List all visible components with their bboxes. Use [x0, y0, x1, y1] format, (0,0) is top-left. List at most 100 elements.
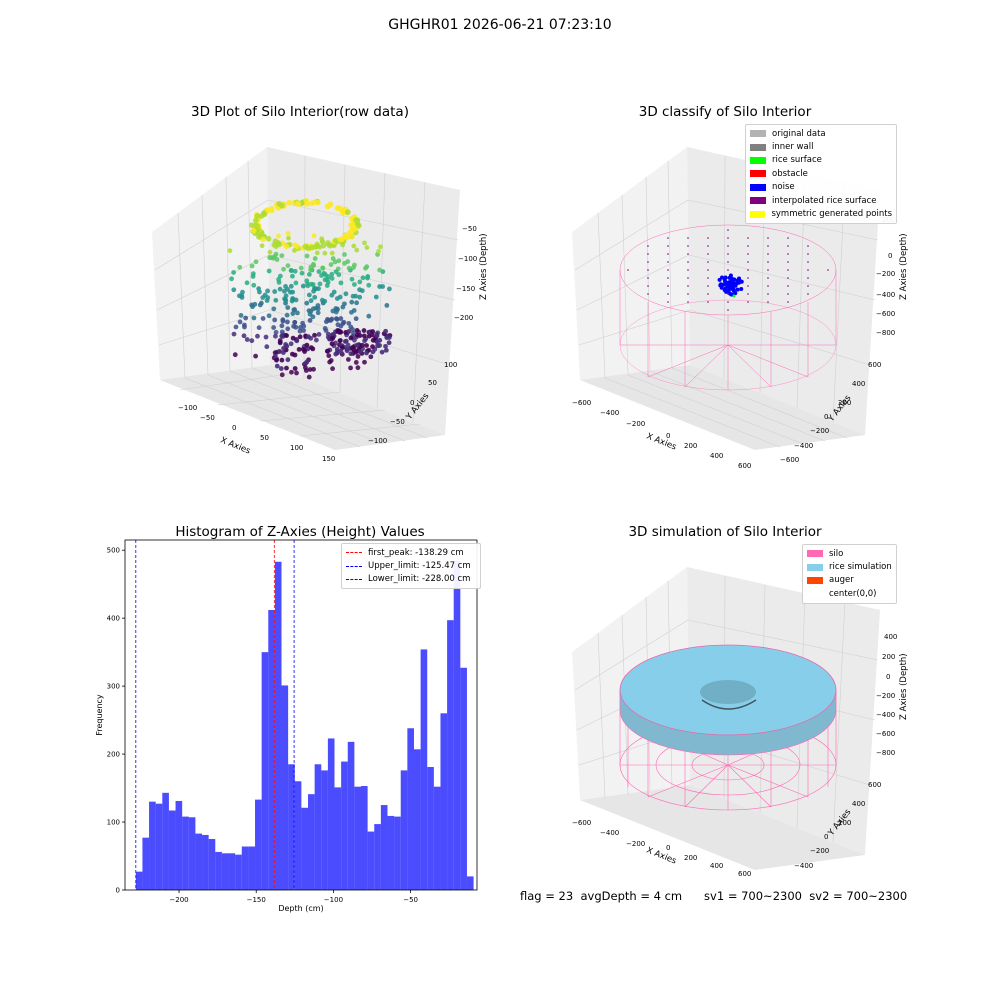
data-point	[325, 203, 331, 210]
data-point	[312, 294, 318, 300]
data-point	[348, 365, 353, 371]
legend-entry: silo	[807, 547, 892, 560]
data-point	[255, 226, 261, 233]
surface-point	[747, 261, 749, 263]
data-point	[239, 295, 245, 300]
noise-point	[728, 285, 733, 290]
data-point	[290, 273, 295, 279]
histogram-bar	[334, 787, 342, 890]
data-point	[300, 320, 305, 326]
data-point	[280, 318, 286, 324]
legend-entry: rice simulation	[807, 560, 892, 573]
data-point	[290, 296, 296, 302]
data-point	[339, 345, 345, 351]
simulation-3d-plot: −600 −400 −200 0 200 400 600 600 400 200…	[572, 567, 909, 878]
data-point	[260, 236, 266, 243]
raw-data-points	[227, 198, 393, 380]
histogram-bar	[155, 803, 163, 890]
histogram-bar	[255, 799, 262, 890]
x-tick: −200	[626, 420, 645, 428]
legend-line	[346, 578, 362, 580]
status-footer: flag = 23 avgDepth = 4 cm sv1 = 700~2300…	[520, 889, 907, 903]
x-tick: 400	[710, 862, 723, 870]
depth-histogram: −200 −150 −100 −50 0 100 200 300 400 500 Depth (…	[95, 539, 478, 913]
data-point	[240, 289, 245, 295]
data-point	[293, 280, 299, 286]
histogram-bar	[241, 846, 249, 890]
data-point	[357, 279, 363, 285]
data-point	[279, 333, 285, 339]
histogram-bar	[221, 853, 229, 890]
y-tick-label: 0	[116, 887, 120, 895]
data-point	[267, 249, 273, 255]
data-point	[346, 329, 352, 334]
data-point	[345, 342, 351, 348]
y-axis-label: Frequency	[95, 694, 104, 736]
legend-label: first_peak: -138.29 cm	[368, 547, 464, 558]
data-point	[306, 374, 312, 380]
y-tick: 200	[838, 819, 851, 827]
x-axis-label: X Axies	[219, 436, 252, 457]
data-point	[355, 354, 361, 359]
noise-point	[729, 275, 734, 280]
histogram-bar	[413, 749, 421, 890]
data-point	[348, 351, 354, 357]
data-point	[266, 313, 272, 319]
surface-point	[747, 253, 749, 255]
data-point	[354, 300, 360, 306]
data-point	[290, 335, 296, 341]
surface-point	[707, 277, 709, 279]
data-point	[229, 276, 234, 282]
surface-point	[767, 245, 769, 247]
data-point	[343, 234, 350, 241]
data-point	[322, 277, 328, 283]
histogram-bar	[288, 764, 295, 890]
data-point	[343, 291, 349, 297]
histogram-bar	[261, 652, 269, 890]
data-point	[261, 210, 267, 217]
data-point	[277, 286, 283, 292]
data-point	[354, 342, 360, 348]
data-point	[313, 337, 319, 343]
data-point	[241, 333, 247, 339]
data-point	[375, 343, 380, 349]
data-point	[377, 267, 383, 273]
legend-swatch	[750, 130, 766, 138]
histogram-bar	[294, 781, 302, 890]
histogram-bar	[354, 786, 361, 890]
data-point	[310, 282, 316, 287]
noise-point	[718, 283, 723, 288]
legend-label: Lower_limit: -228.00 cm	[368, 574, 471, 585]
surface-point	[647, 253, 649, 255]
data-point	[271, 325, 277, 330]
data-point	[257, 289, 262, 295]
noise-point	[725, 283, 730, 288]
legend-label: center(0,0)	[829, 588, 877, 599]
x-tick: 150	[322, 455, 335, 463]
histogram-bar	[301, 807, 309, 890]
surface-point	[707, 301, 709, 303]
flag-text: flag = 23	[520, 889, 574, 903]
simulation-legend: silo rice simulation auger center(0,0)	[802, 544, 897, 604]
surface-point	[767, 261, 769, 263]
data-point	[370, 329, 376, 334]
data-point	[336, 205, 343, 211]
data-point	[277, 339, 283, 345]
surface-point	[747, 245, 749, 247]
z-axis-label: Z Axies (Depth)	[899, 233, 909, 300]
data-point	[314, 241, 320, 247]
histogram-bar	[149, 801, 156, 890]
y-tick: 0	[824, 833, 828, 841]
data-point	[351, 243, 357, 249]
surface-point	[747, 293, 749, 295]
surface-point	[767, 253, 769, 255]
z-tick: −800	[876, 749, 895, 757]
x-tick: 100	[290, 444, 303, 452]
data-point	[340, 242, 346, 248]
legend-label: interpolated rice surface	[772, 195, 877, 206]
histogram-bar	[327, 738, 335, 890]
data-point	[244, 280, 250, 286]
y-tick: 0	[824, 413, 828, 421]
data-point	[314, 250, 320, 256]
surface-point	[727, 301, 729, 303]
